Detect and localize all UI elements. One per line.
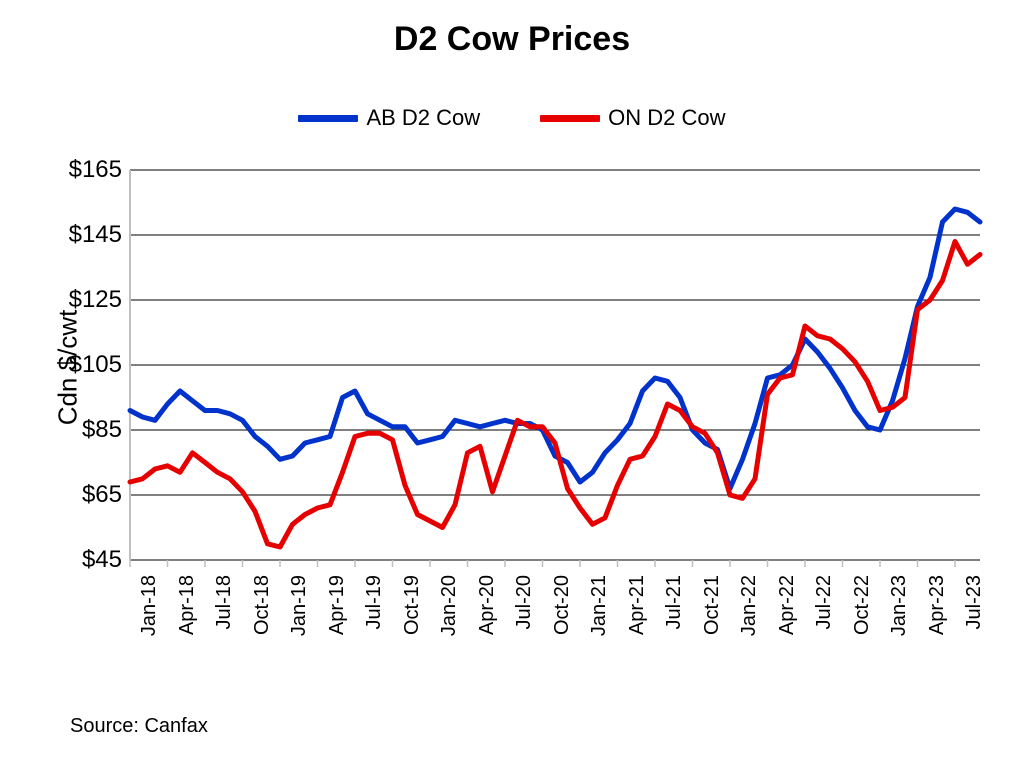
x-tick-label: Apr-23 [926, 575, 949, 635]
x-tick-label: Jul-23 [963, 575, 986, 629]
x-tick-label: Apr-22 [776, 575, 799, 635]
y-tick-label: $125 [69, 286, 122, 314]
chart-title: D2 Cow Prices [0, 20, 1024, 59]
x-tick-label: Oct-18 [251, 575, 274, 635]
legend-swatch-on [540, 115, 600, 122]
legend-label-ab: AB D2 Cow [366, 105, 480, 131]
x-tick-label: Jan-18 [138, 575, 161, 636]
x-tick-label: Oct-22 [851, 575, 874, 635]
y-tick-label: $105 [69, 351, 122, 379]
legend-item-on: ON D2 Cow [540, 105, 725, 131]
x-tick-label: Apr-19 [326, 575, 349, 635]
x-tick-label: Jul-20 [513, 575, 536, 629]
y-tick-label: $85 [82, 416, 122, 444]
x-tick-label: Jul-18 [213, 575, 236, 629]
x-tick-label: Jan-22 [738, 575, 761, 636]
plot-svg [130, 170, 980, 560]
chart-legend: AB D2 Cow ON D2 Cow [0, 105, 1024, 131]
y-tick-label: $65 [82, 481, 122, 509]
x-tick-label: Apr-20 [476, 575, 499, 635]
x-tick-label: Oct-19 [401, 575, 424, 635]
source-label: Source: Canfax [70, 715, 208, 738]
legend-label-on: ON D2 Cow [608, 105, 725, 131]
y-tick-label: $165 [69, 156, 122, 184]
x-tick-label: Jul-19 [363, 575, 386, 629]
x-tick-label: Apr-18 [176, 575, 199, 635]
x-tick-label: Jul-21 [663, 575, 686, 629]
legend-item-ab: AB D2 Cow [298, 105, 480, 131]
y-tick-label: $145 [69, 221, 122, 249]
x-tick-label: Oct-20 [551, 575, 574, 635]
d2-cow-prices-chart: D2 Cow Prices AB D2 Cow ON D2 Cow Cdn $/… [0, 0, 1024, 757]
x-tick-label: Jan-19 [288, 575, 311, 636]
x-tick-label: Jan-21 [588, 575, 611, 636]
x-tick-label: Jul-22 [813, 575, 836, 629]
x-tick-label: Jan-23 [888, 575, 911, 636]
x-tick-label: Jan-20 [438, 575, 461, 636]
x-tick-label: Oct-21 [701, 575, 724, 635]
x-tick-label: Apr-21 [626, 575, 649, 635]
legend-swatch-ab [298, 115, 358, 122]
y-tick-label: $45 [82, 546, 122, 574]
